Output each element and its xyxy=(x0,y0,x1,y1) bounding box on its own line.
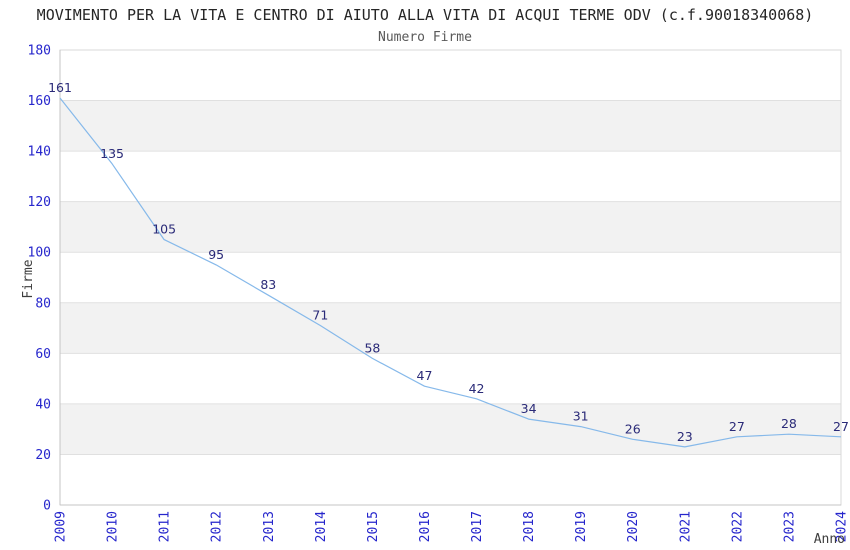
x-tick-label: 2021 xyxy=(678,511,693,542)
x-tick-label: 2011 xyxy=(158,511,173,542)
y-tick-label: 40 xyxy=(35,397,51,412)
x-tick-label: 2022 xyxy=(730,511,745,542)
plot-band xyxy=(60,100,841,152)
data-label: 23 xyxy=(677,429,693,444)
x-tick-label: 2019 xyxy=(574,511,589,542)
y-tick-label: 80 xyxy=(35,296,51,311)
data-label: 42 xyxy=(469,381,485,396)
chart-title: MOVIMENTO PER LA VITA E CENTRO DI AIUTO … xyxy=(37,6,814,24)
data-label: 28 xyxy=(781,416,797,431)
data-label: 27 xyxy=(833,419,849,434)
plot-band xyxy=(60,403,841,455)
data-label: 83 xyxy=(260,277,276,292)
data-label: 27 xyxy=(729,419,745,434)
x-tick-label: 2020 xyxy=(626,511,641,542)
plot-band xyxy=(60,302,841,354)
x-tick-label: 2010 xyxy=(106,511,121,542)
chart-subtitle: Numero Firme xyxy=(378,30,472,45)
plot-band xyxy=(60,201,841,253)
data-label: 105 xyxy=(152,222,176,237)
data-label: 58 xyxy=(364,340,380,355)
y-tick-label: 140 xyxy=(28,145,51,160)
x-tick-label: 2016 xyxy=(418,511,433,542)
y-tick-label: 20 xyxy=(35,448,51,463)
y-tick-label: 120 xyxy=(28,195,51,210)
y-tick-label: 60 xyxy=(35,347,51,362)
x-tick-label: 2018 xyxy=(522,511,537,542)
y-tick-label: 180 xyxy=(28,44,51,59)
x-tick-label: 2014 xyxy=(314,511,329,542)
x-tick-label: 2017 xyxy=(470,511,485,542)
series-line xyxy=(59,97,842,448)
data-label: 31 xyxy=(573,409,589,424)
data-label: 161 xyxy=(48,80,72,95)
y-tick-label: 100 xyxy=(28,246,51,261)
plot-area: 0 20 40 60 80 100 120 140 160 180 2009 2010 2011 2012… xyxy=(28,44,850,543)
x-tick-label: 2009 xyxy=(54,511,69,542)
data-label: 47 xyxy=(417,368,433,383)
data-label: 34 xyxy=(521,401,537,416)
data-label: 135 xyxy=(100,146,124,161)
data-label: 95 xyxy=(208,247,224,262)
x-tick-label: 2013 xyxy=(262,511,277,542)
y-axis-title: Firme xyxy=(21,259,36,298)
x-tick-label: 2023 xyxy=(782,511,797,542)
x-tick-label: 2012 xyxy=(210,511,225,542)
x-tick-label: 2024 xyxy=(835,511,850,542)
y-tick-label: 0 xyxy=(43,499,51,514)
x-tick-label: 2015 xyxy=(366,511,381,542)
x-axis-title: Anno xyxy=(814,532,845,547)
y-tick-label: 160 xyxy=(28,94,51,109)
data-label: 26 xyxy=(625,421,641,436)
data-label: 71 xyxy=(312,308,328,323)
